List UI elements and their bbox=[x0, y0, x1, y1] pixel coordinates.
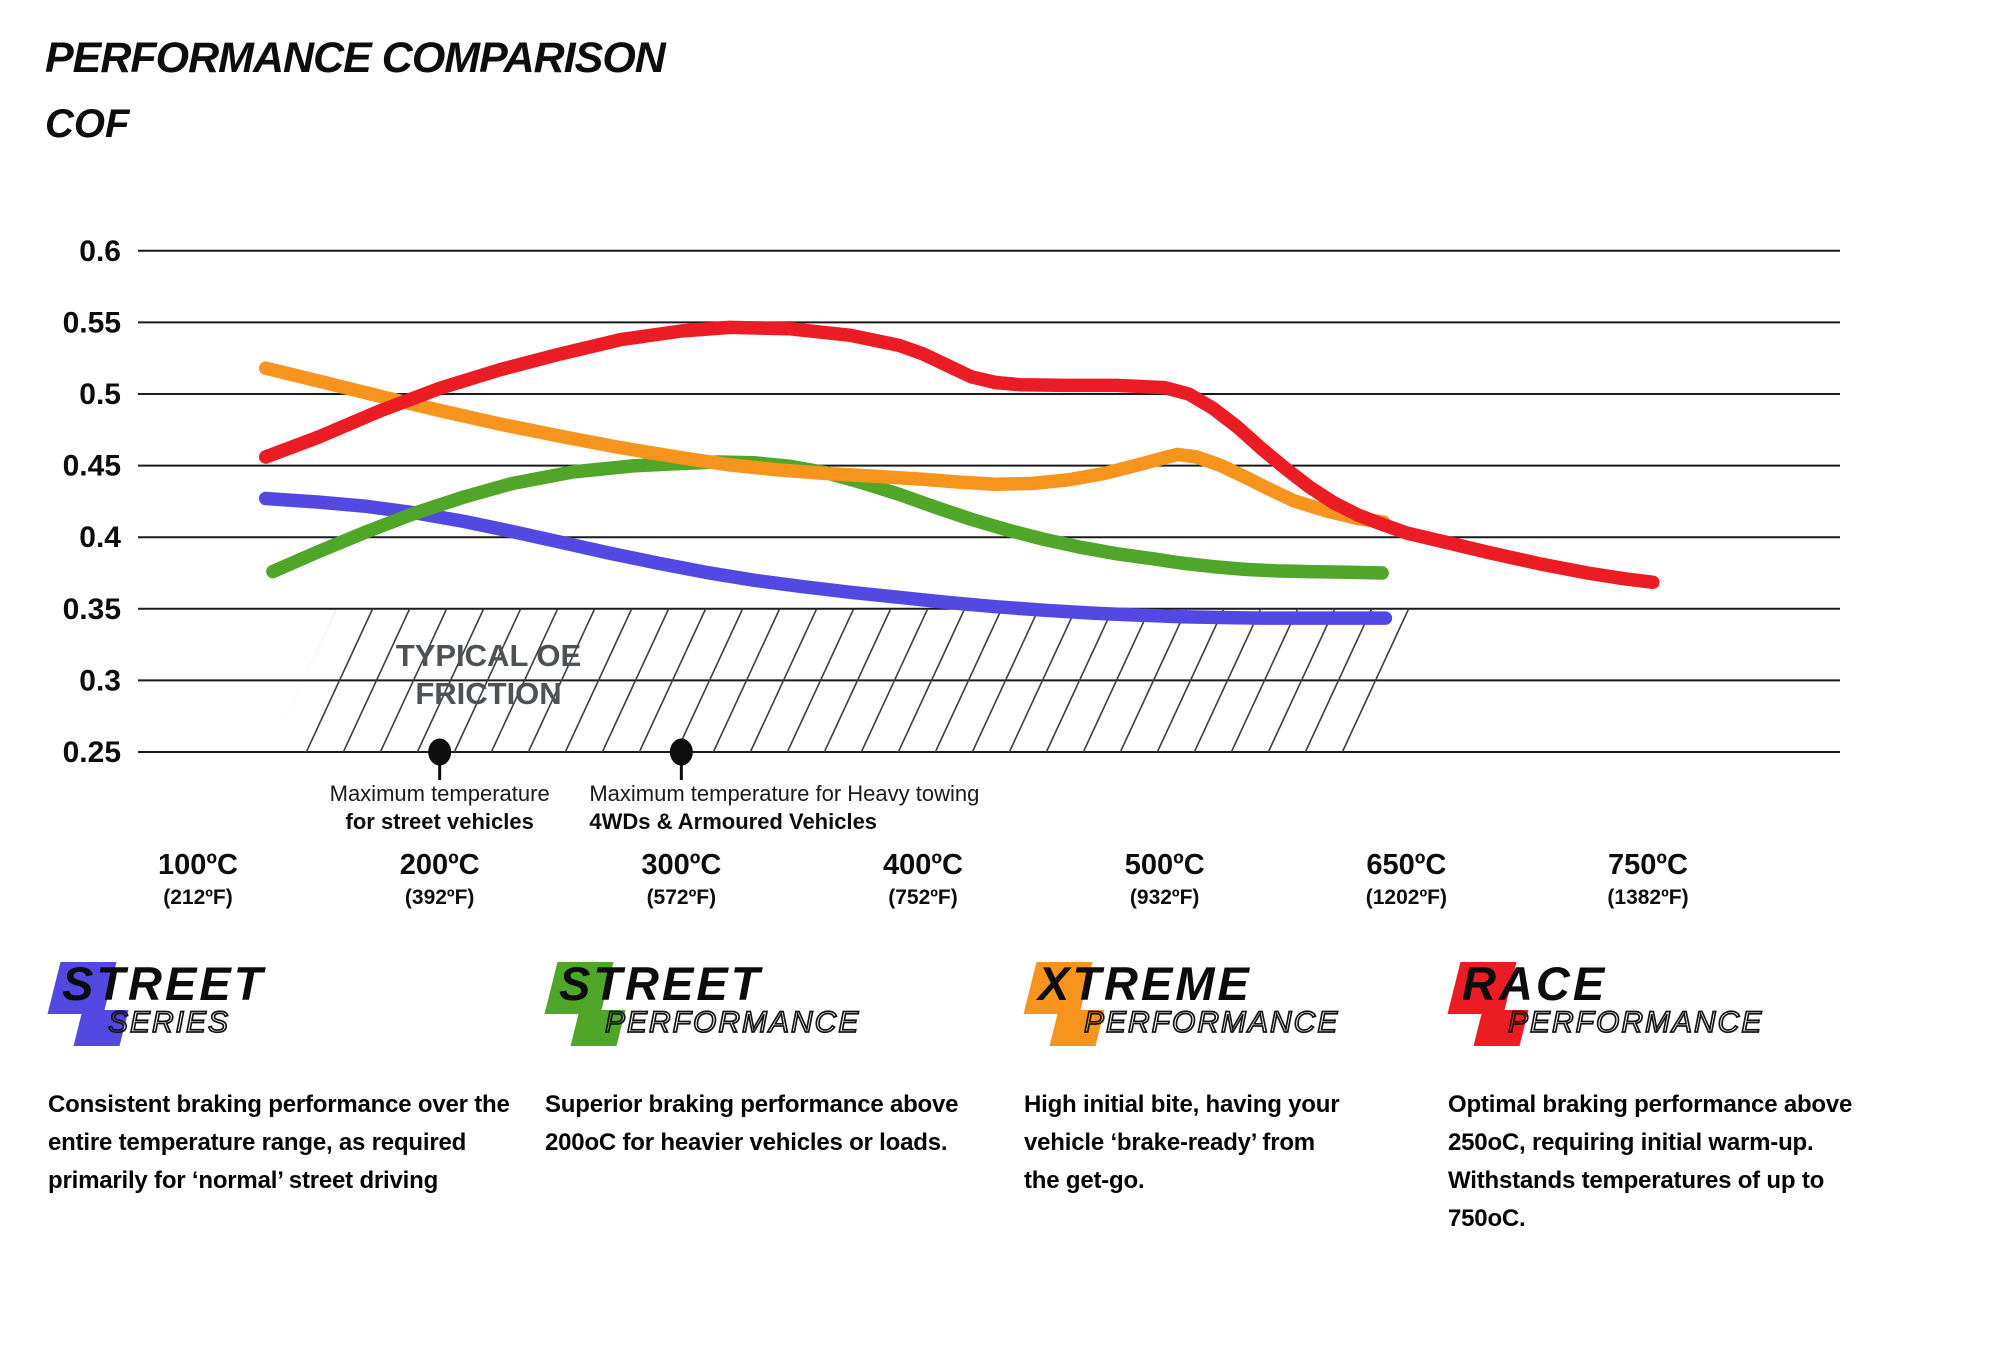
x-tick-label-celsius: 100ºC bbox=[158, 849, 238, 881]
x-tick-label-celsius: 750ºC bbox=[1608, 849, 1688, 881]
annotation-text-line2: for street vehicles bbox=[346, 809, 534, 834]
brand-logo-street-performance: STREET PERFORMANCE bbox=[544, 957, 1015, 1060]
series-xtreme-performance-line bbox=[258, 361, 1391, 529]
annotation-text-line2: 4WDs & Armoured Vehicles bbox=[589, 809, 877, 834]
legend-row: STREET SERIES Consistent braking performan… bbox=[0, 957, 2000, 1340]
y-tick-label: 0.4 bbox=[79, 521, 121, 554]
x-tick-label-fahrenheit: (212ºF) bbox=[163, 886, 233, 909]
cof-line-chart: 0.6 0.55 0.5 0.45 0.4 0.35 0.3 0.25 TYPICAL OEFR… bbox=[63, 235, 1840, 909]
annotation-text-line1: Maximum temperature bbox=[330, 781, 550, 806]
y-tick-label: 0.3 bbox=[79, 664, 121, 697]
x-tick-label-celsius: 500ºC bbox=[1125, 849, 1205, 881]
logo-word-primary: RACE bbox=[1462, 957, 1608, 1010]
x-tick-label-fahrenheit: (1382ºF) bbox=[1607, 886, 1688, 909]
x-tick-label-celsius: 300ºC bbox=[641, 849, 721, 881]
annotation-dot bbox=[428, 738, 452, 766]
annotation-text-line1: Maximum temperature for Heavy towing bbox=[589, 781, 979, 806]
logo-word-secondary: PERFORMANCE bbox=[604, 1005, 861, 1040]
legend-item-street-series: STREET SERIES Consistent braking performan… bbox=[47, 957, 518, 1200]
brand-logo-xtreme-performance: XTREME PERFORMANCE bbox=[1023, 957, 1354, 1060]
legend-description: High initial bite, having your vehicle ‘… bbox=[1024, 1091, 1340, 1194]
annotation-dot bbox=[669, 738, 693, 766]
page-title: PERFORMANCE COMPARISON bbox=[45, 34, 666, 82]
y-tick-label: 0.5 bbox=[79, 378, 121, 411]
x-tick-label-fahrenheit: (752ºF) bbox=[888, 886, 958, 909]
x-tick-label-fahrenheit: (392ºF) bbox=[405, 886, 475, 909]
legend-item-street-performance: STREET PERFORMANCE Superior braking perfor… bbox=[544, 957, 1015, 1162]
logo-word-secondary: SERIES bbox=[107, 1005, 231, 1040]
oe-band-label-line1: TYPICAL OE bbox=[396, 638, 581, 673]
logo-word-secondary: PERFORMANCE bbox=[1507, 1005, 1764, 1040]
logo-word-secondary: PERFORMANCE bbox=[1083, 1005, 1340, 1040]
y-tick-label: 0.6 bbox=[79, 235, 121, 268]
brand-logo-street-series: STREET SERIES bbox=[47, 957, 518, 1060]
y-tick-label: 0.55 bbox=[63, 306, 121, 339]
oe-band-label-line2: FRICTION bbox=[415, 676, 561, 711]
x-tick-label-fahrenheit: (1202ºF) bbox=[1366, 886, 1447, 909]
y-axis-title: COF bbox=[45, 102, 130, 146]
series-street-performance-line bbox=[266, 455, 1389, 580]
logo-word-primary: STREET bbox=[62, 957, 266, 1010]
legend-item-race-performance: RACE PERFORMANCE Optimal braking performan… bbox=[1447, 957, 1908, 1238]
logo-word-primary: STREET bbox=[559, 957, 763, 1010]
logo-word-primary: XTREME bbox=[1038, 957, 1252, 1010]
x-tick-label-celsius: 400ºC bbox=[883, 849, 963, 881]
y-tick-label: 0.45 bbox=[63, 450, 121, 483]
series-race-performance-line bbox=[258, 320, 1660, 590]
series-street-series-line bbox=[258, 491, 1393, 625]
x-tick-label-fahrenheit: (572ºF) bbox=[647, 886, 717, 909]
x-tick-label-celsius: 650ºC bbox=[1366, 849, 1446, 881]
x-tick-label-celsius: 200ºC bbox=[400, 849, 480, 881]
y-tick-label: 0.25 bbox=[63, 736, 121, 769]
y-tick-label: 0.35 bbox=[63, 593, 121, 626]
legend-description: Consistent braking performance over the … bbox=[48, 1091, 510, 1194]
brand-logo-race-performance: RACE PERFORMANCE bbox=[1447, 957, 1908, 1060]
legend-description: Optimal braking performance above 250oC,… bbox=[1448, 1091, 1853, 1232]
legend-item-xtreme-performance: XTREME PERFORMANCE High initial bite, havi… bbox=[1023, 957, 1354, 1200]
x-tick-label-fahrenheit: (932ºF) bbox=[1130, 886, 1200, 909]
legend-description: Superior braking performance above 200oC… bbox=[545, 1091, 959, 1156]
